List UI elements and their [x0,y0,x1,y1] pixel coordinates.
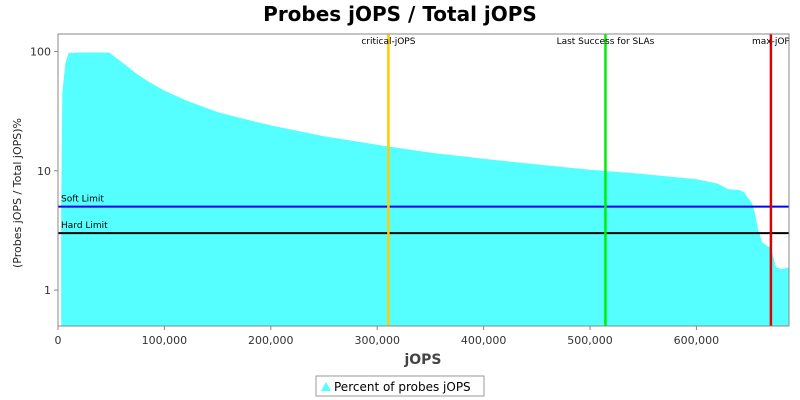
y-tick-label-1: 10 [37,165,51,178]
horizontal-lines: Soft Limit Hard Limit [58,195,789,235]
vline-label-0: critical-jOPS [361,37,415,47]
x-tick-label-6: 600,000 [674,334,720,347]
plot-border [57,33,790,327]
y-tick-label-0: 1 [44,284,51,297]
y-axis: 1 10 100 [30,45,58,297]
vline-label-2: max-jOP [752,37,790,47]
x-tick-label-1: 100,000 [142,334,188,347]
area-series-0 [61,52,789,326]
vline-label-1: Last Success for SLAs [557,37,655,47]
hline-label-1: Hard Limit [61,221,108,231]
x-tick-label-2: 200,000 [248,334,294,347]
area-layer [61,52,789,326]
x-axis-label: jOPS [403,352,441,368]
x-tick-label-4: 400,000 [461,334,507,347]
y-tick-label-2: 100 [30,45,51,58]
legend: Percent of probes jOPS [315,375,485,397]
hline-label-0: Soft Limit [61,195,104,205]
x-tick-label-3: 300,000 [354,334,400,347]
x-tick-label-0: 0 [55,334,62,347]
x-tick-label-5: 500,000 [567,334,613,347]
y-axis-label: (Probes jOPS / Total jOPS)% [11,118,24,268]
legend-swatch-icon [321,382,331,391]
legend-box [315,375,485,397]
x-axis: 0 100,000 200,000 300,000 400,000 500,000 600,… [55,326,720,347]
vertical-lines: critical-jOPS Last Success for SLAs max-jO… [361,34,790,326]
legend-label: Percent of probes jOPS [334,380,471,394]
chart-title: Probes jOPS / Total jOPS [263,2,537,26]
